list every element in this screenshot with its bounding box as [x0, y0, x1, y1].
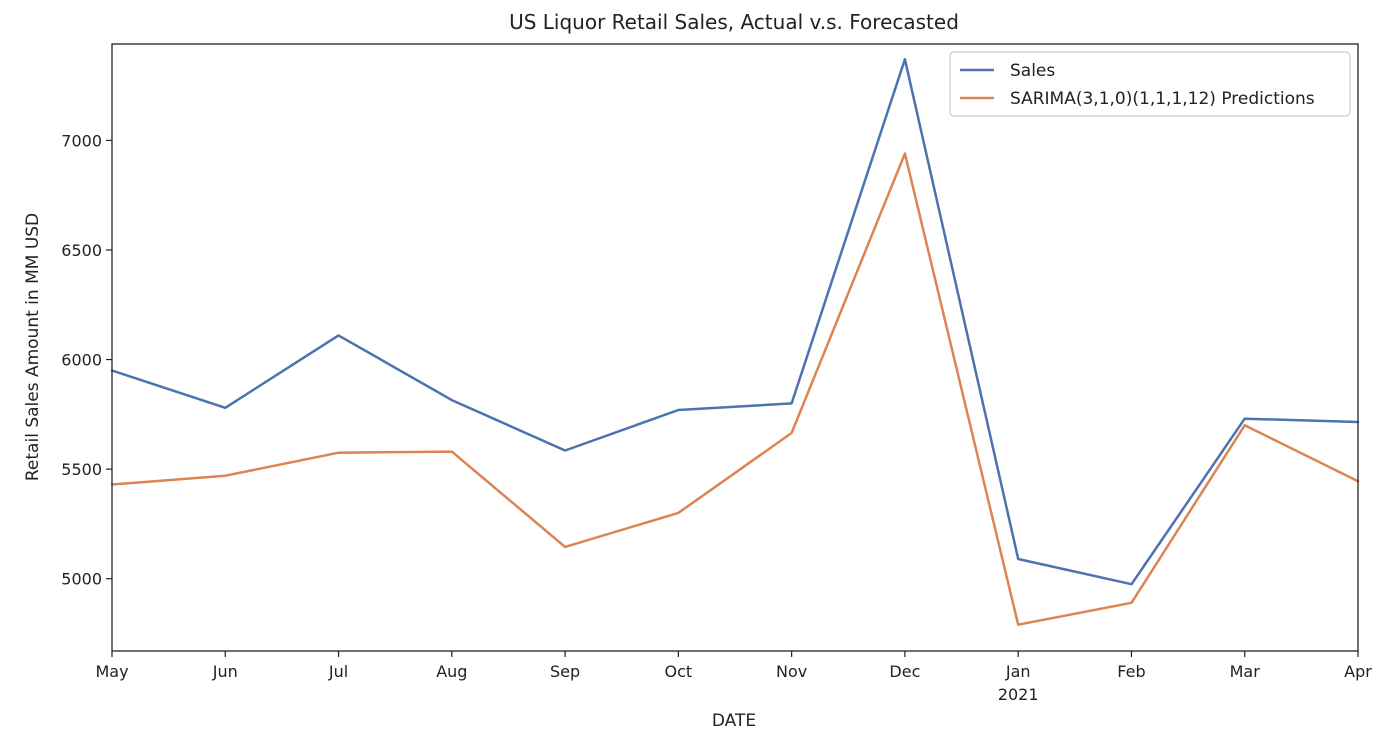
plot-area	[110, 58, 1360, 626]
x-tick-label: Oct	[665, 662, 693, 681]
chart-title: US Liquor Retail Sales, Actual v.s. Fore…	[509, 10, 959, 34]
x-tick-label: Jun	[212, 662, 238, 681]
x-tick-label: Jan	[1005, 662, 1031, 681]
legend-label-sales: Sales	[1010, 61, 1055, 81]
x-tick-label: Mar	[1230, 662, 1261, 681]
x-tick-label: Dec	[889, 662, 920, 681]
y-axis-ticks: 5000 5500 6000 6500 7000	[61, 131, 112, 589]
sales-series-line	[110, 58, 1360, 586]
y-tick-label: 5000	[61, 570, 102, 589]
x-year-label: 2021	[998, 685, 1039, 704]
legend: Sales SARIMA(3,1,0)(1,1,1,12) Prediction…	[949, 51, 1351, 117]
x-tick-label: Aug	[436, 662, 467, 681]
y-tick-label: 6000	[61, 351, 102, 370]
legend-label-predictions: SARIMA(3,1,0)(1,1,1,12) Predictions	[1010, 89, 1315, 109]
x-tick-label: Sep	[550, 662, 580, 681]
y-tick-label: 5500	[61, 460, 102, 479]
y-tick-label: 6500	[61, 241, 102, 260]
x-axis-ticks: May Jun Jul Aug Sep Oct Nov Dec Jan Feb Mar Apr	[95, 651, 1372, 681]
x-axis-title: DATE	[712, 711, 756, 731]
x-tick-label: Apr	[1344, 662, 1372, 681]
legend-box	[949, 51, 1351, 117]
y-axis-title: Retail Sales Amount in MM USD	[23, 213, 43, 481]
x-tick-label: Nov	[776, 662, 807, 681]
y-tick-label: 7000	[61, 131, 102, 150]
x-tick-label: May	[95, 662, 128, 681]
plot-frame	[111, 43, 1359, 652]
x-tick-label: Feb	[1117, 662, 1145, 681]
predictions-series-line	[110, 152, 1360, 626]
x-tick-label: Jul	[328, 662, 348, 681]
